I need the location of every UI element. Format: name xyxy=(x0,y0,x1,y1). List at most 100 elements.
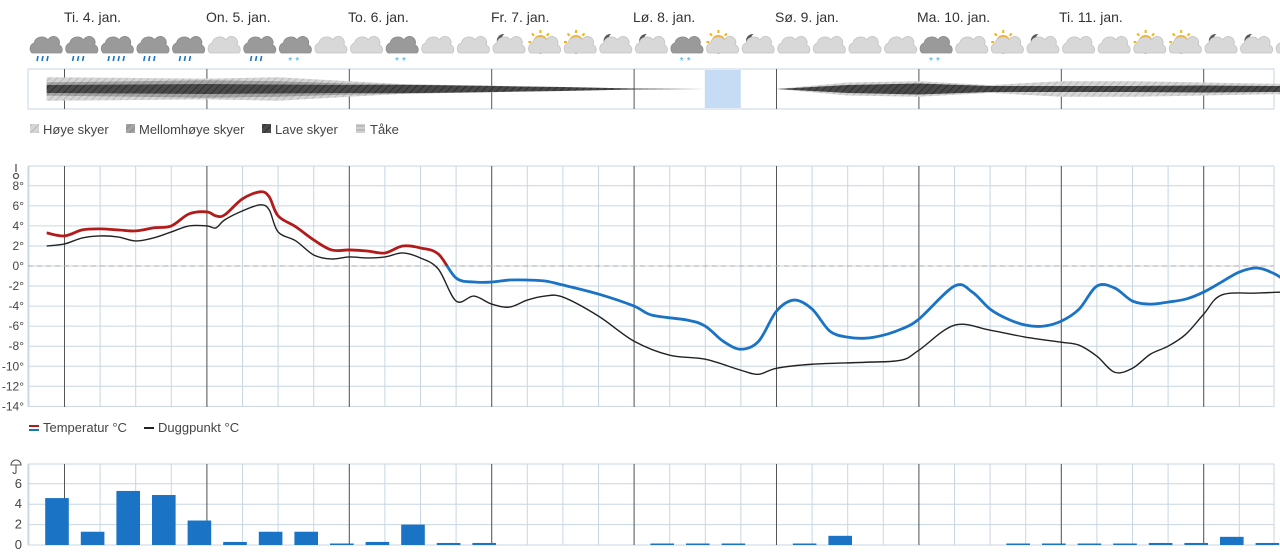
precip-bar xyxy=(686,543,710,545)
cloud-shape xyxy=(1133,36,1167,54)
cloud-shape xyxy=(1062,36,1096,54)
day-label: On. 5. jan. xyxy=(206,9,271,25)
legend-low-clouds: Lave skyer xyxy=(275,122,339,137)
cloud-icon xyxy=(777,36,811,54)
precip-bar xyxy=(152,495,176,545)
cloud-shape xyxy=(456,36,490,54)
precip-bar xyxy=(721,543,746,545)
cloud-shape xyxy=(385,36,419,54)
middle-cloud-band xyxy=(46,80,1280,98)
dewpoint-swatch xyxy=(144,427,154,429)
rain-drop xyxy=(188,55,192,62)
temperature-line-below-zero xyxy=(445,266,1280,351)
precip-y-tick: 2 xyxy=(15,517,22,532)
moon-cloud-icon xyxy=(1240,33,1274,54)
rain-drop xyxy=(117,55,120,62)
umbrella-icon xyxy=(10,459,22,474)
precip-y-tick: 4 xyxy=(15,496,22,511)
cloud-shape xyxy=(492,36,526,54)
cloud-shape xyxy=(919,36,953,54)
sun-ray xyxy=(994,32,998,37)
cloud-cover-panel xyxy=(27,68,1280,110)
precip-bar xyxy=(116,490,140,545)
rain-cloud-icon xyxy=(29,36,63,62)
precip-bar xyxy=(45,498,69,545)
snow-flake: * xyxy=(936,56,940,67)
sun-ray xyxy=(1172,32,1176,37)
moon-cloud-icon xyxy=(1204,33,1238,54)
legend-high-clouds: Høye skyer xyxy=(43,122,109,137)
thermometer-icon xyxy=(12,164,20,180)
cloud-shape xyxy=(528,36,562,54)
cloud-shape xyxy=(848,36,882,54)
precip-bar xyxy=(1148,542,1173,545)
cloud-icon xyxy=(207,36,241,54)
cloud-legend: Høye skyer Mellomhøye skyer Lave skyer T… xyxy=(30,122,399,137)
rain-drop xyxy=(122,55,125,62)
sun-ray xyxy=(1008,32,1013,37)
moon-cloud-icon xyxy=(634,33,668,54)
cloud-icon xyxy=(421,36,455,54)
cloud-shape xyxy=(1240,36,1274,54)
cloud-shape xyxy=(777,36,811,54)
cloud-shape xyxy=(1097,36,1131,54)
low-cloud-swatch xyxy=(262,124,271,133)
temp-y-tick: -12° xyxy=(2,379,24,393)
cloud-shape xyxy=(741,36,775,54)
snow-flake: * xyxy=(288,56,292,67)
temp-y-tick: -10° xyxy=(2,359,24,373)
rain-drop xyxy=(153,55,156,62)
sun-cloud-icon xyxy=(563,30,597,54)
cloud-shape xyxy=(243,36,277,54)
day-label: To. 6. jan. xyxy=(348,9,409,25)
temperature-swatch-blue xyxy=(29,429,39,431)
cloud-icon xyxy=(1062,36,1096,54)
precip-bar xyxy=(1113,543,1137,545)
sun-cloud-icon xyxy=(1133,30,1167,54)
sun-cloud-icon xyxy=(706,30,740,54)
rain-drop xyxy=(148,55,151,62)
fog-swatch xyxy=(356,124,365,133)
temp-y-tick: -2° xyxy=(9,279,25,293)
heavy-rain-cloud-icon xyxy=(100,36,134,62)
snow-cloud-icon: * * xyxy=(278,36,312,67)
cloud-shape xyxy=(1204,36,1238,54)
snow-cloud-icon: * * xyxy=(919,36,953,67)
precip-bar xyxy=(258,531,283,545)
rain-drop xyxy=(107,55,110,62)
current-time-highlight xyxy=(704,70,741,108)
rain-cloud-icon xyxy=(65,36,99,62)
cloud-shape xyxy=(955,36,989,54)
precipitation-panel: 0 2 4 6 xyxy=(10,459,1280,552)
temperature-swatch-red xyxy=(29,425,39,427)
cloud-shape xyxy=(599,36,633,54)
moon-cloud-icon xyxy=(741,33,775,54)
cloud-shape xyxy=(1026,36,1060,54)
rain-cloud-icon xyxy=(136,36,170,62)
snow-flake: * xyxy=(929,56,933,67)
sun-ray xyxy=(566,32,571,37)
precip-bar xyxy=(187,520,212,545)
cloud-icon xyxy=(848,36,882,54)
temp-y-tick: 2° xyxy=(13,239,25,253)
temperature-line-above-zero xyxy=(46,190,449,266)
cloud-icon xyxy=(1275,41,1280,54)
temp-y-tick: 0° xyxy=(13,259,25,273)
precip-bar xyxy=(828,535,852,545)
temp-y-tick: 6° xyxy=(13,199,25,213)
rain-drop xyxy=(254,55,258,62)
snow-cloud-icon: * * xyxy=(670,36,704,67)
cloud-icon xyxy=(812,36,846,54)
rain-drop xyxy=(41,55,44,62)
temp-y-tick: 8° xyxy=(13,179,25,193)
sun-cloud-icon xyxy=(528,30,562,54)
cloud-shape xyxy=(314,36,348,54)
sun-ray xyxy=(1186,32,1191,37)
dewpoint-line xyxy=(46,204,1280,375)
precip-bar xyxy=(1006,543,1030,545)
cloud-icon xyxy=(314,36,348,54)
precip-bar xyxy=(650,543,674,545)
precip-bar xyxy=(436,542,461,545)
high-cloud-swatch xyxy=(30,124,39,133)
